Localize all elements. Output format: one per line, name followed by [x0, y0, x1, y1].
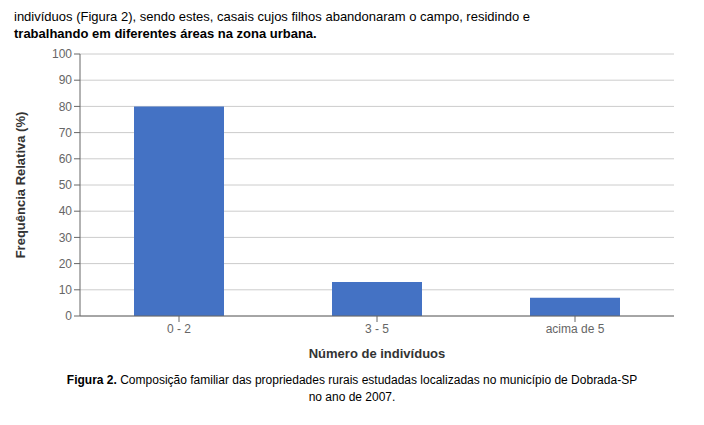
svg-text:Frequência Relativa (%): Frequência Relativa (%)	[13, 112, 28, 259]
svg-text:acima de 5: acima de 5	[546, 322, 605, 336]
html-text:Figura 2. Composição familiar: Figura 2. Composição familiar das propri…	[66, 373, 638, 387]
svg-text:70: 70	[59, 126, 73, 140]
html-text:indivíduos (Figura 2), sendo e: indivíduos (Figura 2), sendo estes, casa…	[14, 9, 530, 24]
svg-text:100: 100	[52, 47, 72, 61]
html-text:no ano de 2007.: no ano de 2007.	[308, 390, 396, 404]
svg-text:10: 10	[59, 283, 73, 297]
svg-text:90: 90	[59, 73, 73, 87]
svg-text:3 - 5: 3 - 5	[365, 322, 389, 336]
svg-text:50: 50	[59, 178, 73, 192]
html-text:trabalhando em diferentes área: trabalhando em diferentes áreas na zona …	[14, 26, 317, 41]
svg-text:30: 30	[59, 231, 73, 245]
svg-text:0: 0	[65, 309, 72, 323]
svg-text:20: 20	[59, 257, 73, 271]
svg-text:0 - 2: 0 - 2	[167, 322, 191, 336]
svg-text:60: 60	[59, 152, 73, 166]
svg-text:Número de indivíduos: Número de indivíduos	[309, 346, 446, 361]
svg-text:80: 80	[59, 100, 73, 114]
svg-text:40: 40	[59, 204, 73, 218]
